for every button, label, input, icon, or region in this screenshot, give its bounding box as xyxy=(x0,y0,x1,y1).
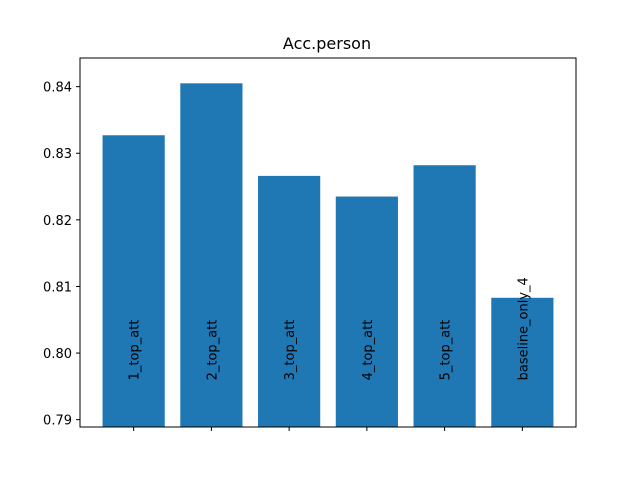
bar-label-3_top_att: 3_top_att xyxy=(283,320,298,381)
bar-label-5_top_att: 5_top_att xyxy=(439,320,454,381)
y-tick-label: 0.79 xyxy=(43,414,72,429)
y-tick-label: 0.82 xyxy=(43,214,72,229)
bar-label-baseline_only_4: baseline_only_4 xyxy=(516,277,531,380)
y-axis: 0.79 0.80 0.81 0.82 0.83 0.84 xyxy=(43,81,80,429)
bar-3_top_att xyxy=(258,175,321,427)
bar-labels-group: 1_top_att 2_top_att 3_top_att 4_top_att 5_to… xyxy=(128,277,532,380)
y-tick-label: 0.83 xyxy=(43,147,72,162)
bar-2_top_att xyxy=(180,83,243,427)
y-tick-label: 0.80 xyxy=(43,347,72,362)
bar-4_top_att xyxy=(335,196,398,427)
bar-baseline_only_4 xyxy=(491,297,554,427)
bar-5_top_att xyxy=(413,165,476,428)
y-tick-label: 0.81 xyxy=(43,280,72,295)
bar-1_top_att xyxy=(102,135,165,427)
bars-group xyxy=(102,83,554,428)
bar-label-2_top_att: 2_top_att xyxy=(205,320,220,381)
bar-label-1_top_att: 1_top_att xyxy=(128,320,143,381)
plot-frame xyxy=(79,57,577,428)
x-axis xyxy=(133,427,523,431)
y-tick-label: 0.84 xyxy=(43,81,72,96)
bar-label-4_top_att: 4_top_att xyxy=(361,320,376,381)
chart-title: Acc.person xyxy=(283,34,371,53)
